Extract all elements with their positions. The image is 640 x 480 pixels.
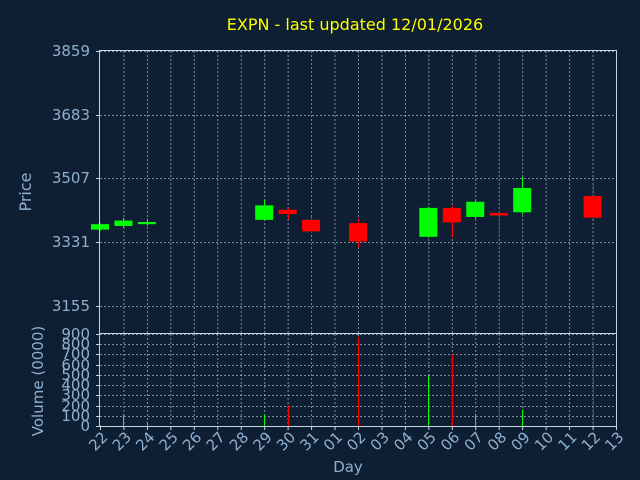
candle-body xyxy=(278,209,297,215)
chart-title: EXPN - last updated 12/01/2026 xyxy=(227,15,483,34)
volume-tick-label: 200 xyxy=(61,397,90,415)
candle-body xyxy=(349,223,367,242)
price-axis-label: Price xyxy=(16,172,35,211)
volume-axis-label: Volume (0000) xyxy=(29,326,47,436)
volume-tick-label: 500 xyxy=(61,366,90,384)
price-tick-label: 3155 xyxy=(52,297,90,315)
volume-tick-label: 0 xyxy=(80,417,90,435)
price-tick-label: 3507 xyxy=(52,169,90,187)
price-tick-label: 3331 xyxy=(52,233,90,251)
candles xyxy=(91,177,602,248)
candle-body xyxy=(419,207,438,237)
price-tick-label: 3859 xyxy=(52,42,90,60)
volume-tick-label: 300 xyxy=(61,386,90,404)
candle-body xyxy=(442,207,461,223)
candle-body xyxy=(489,212,508,216)
x-axis-label: Day xyxy=(333,458,363,476)
volume-tick-label: 800 xyxy=(61,335,90,353)
candle-body xyxy=(114,220,133,226)
volume-tick-label: 700 xyxy=(61,345,90,363)
candle-body xyxy=(583,195,602,218)
volume-bars xyxy=(100,337,594,426)
candle-body xyxy=(302,219,321,232)
price-grid xyxy=(100,51,616,333)
price-tick-label: 3683 xyxy=(52,106,90,124)
volume-tick-label: 900 xyxy=(61,325,90,343)
volume-tick-label: 100 xyxy=(61,407,90,425)
candle-body xyxy=(255,205,274,220)
volume-tick-label: 400 xyxy=(61,376,90,394)
candle-body xyxy=(466,201,485,217)
volume-tick-label: 600 xyxy=(61,356,90,374)
candle-body xyxy=(513,188,532,213)
x-axis: 2223242526272829303101020304050607080910… xyxy=(85,426,628,455)
price-axis: 3859 3683 3507 3331 3155 xyxy=(52,42,100,315)
candle-body xyxy=(137,222,156,225)
volume-panel-frame xyxy=(99,333,617,427)
